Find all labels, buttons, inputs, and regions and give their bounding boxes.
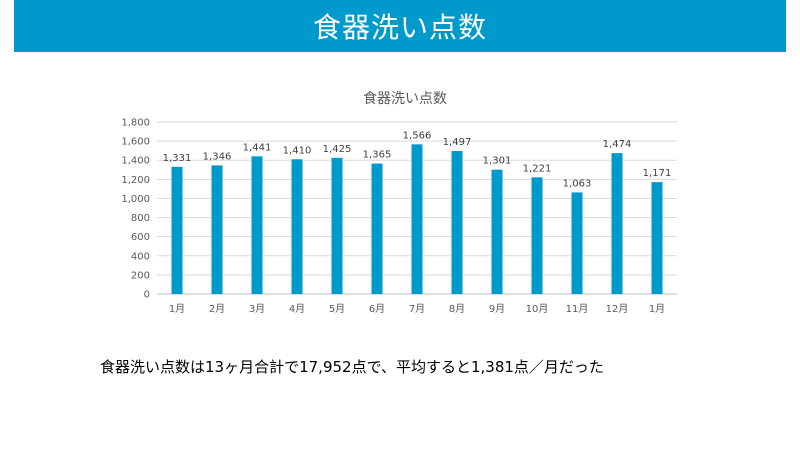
bar-chart: 食器洗い点数 0 200 400 600 800 1,000 1,200 1,400 1,600…	[121, 90, 677, 315]
bar	[451, 150, 463, 294]
bar	[611, 153, 623, 294]
header-banner: 食器洗い点数	[14, 0, 786, 52]
y-tick-label: 400	[131, 251, 150, 262]
y-tick-label: 1,600	[121, 137, 150, 148]
x-tick-label: 5月	[329, 303, 345, 315]
data-label: 1,063	[563, 178, 592, 189]
x-tick-label: 12月	[606, 303, 629, 315]
data-label: 1,410	[283, 145, 312, 156]
data-label: 1,474	[603, 139, 632, 150]
bar	[651, 182, 663, 294]
y-tick-label: 1,800	[121, 118, 150, 129]
data-label: 1,221	[523, 163, 552, 174]
x-tick-label: 11月	[566, 303, 589, 315]
bar	[291, 159, 303, 294]
x-tick-label: 6月	[369, 303, 385, 315]
data-label: 1,171	[643, 168, 672, 179]
bar	[531, 177, 543, 294]
y-tick-label: 600	[131, 232, 150, 243]
x-axis: 1月 2月 3月 4月 5月 6月 7月 8月 9月 10月 11月 12月 1月	[169, 303, 665, 315]
bar	[211, 165, 223, 294]
y-tick-label: 0	[144, 290, 150, 301]
y-tick-label: 1,000	[121, 194, 150, 205]
data-label: 1,497	[443, 137, 472, 148]
x-tick-label: 3月	[249, 303, 265, 315]
bar	[371, 163, 383, 294]
x-tick-label: 8月	[449, 303, 465, 315]
data-label: 1,365	[363, 150, 392, 161]
x-tick-label: 1月	[169, 303, 185, 315]
x-tick-label: 9月	[489, 303, 505, 315]
bar	[571, 192, 583, 294]
x-tick-label: 2月	[209, 303, 225, 315]
bar	[171, 166, 183, 294]
x-tick-label: 10月	[526, 303, 549, 315]
x-tick-label: 1月	[649, 303, 665, 315]
x-tick-label: 7月	[409, 303, 425, 315]
page-title: 食器洗い点数	[312, 11, 487, 44]
chart-title: 食器洗い点数	[363, 90, 447, 107]
y-tick-label: 1,400	[121, 156, 150, 167]
y-tick-label: 200	[131, 270, 150, 281]
bar	[411, 144, 423, 294]
y-axis: 0 200 400 600 800 1,000 1,200 1,400 1,600 1,800	[121, 118, 150, 301]
data-label: 1,425	[323, 144, 352, 155]
y-tick-label: 1,200	[121, 175, 150, 186]
x-tick-label: 4月	[289, 303, 305, 315]
data-label: 1,441	[243, 142, 272, 153]
data-label: 1,301	[483, 156, 512, 167]
bar	[331, 157, 343, 294]
data-label: 1,331	[163, 153, 192, 164]
summary-text: 食器洗い点数は13ヶ月合計で17,952点で、平均すると1,381点／月だった	[100, 358, 604, 376]
chart-bars: 1,331 1,346 1,441 1,410 1,425 1,365 1,566 1,497…	[163, 130, 672, 294]
chart-area: 食器洗い点数 0 200 400 600 800 1,000 1,200 1,400 1,600…	[121, 90, 677, 315]
bar	[251, 156, 263, 294]
data-label: 1,346	[203, 151, 232, 162]
y-tick-label: 800	[131, 213, 150, 224]
data-label: 1,566	[403, 130, 432, 141]
bar	[491, 169, 503, 294]
